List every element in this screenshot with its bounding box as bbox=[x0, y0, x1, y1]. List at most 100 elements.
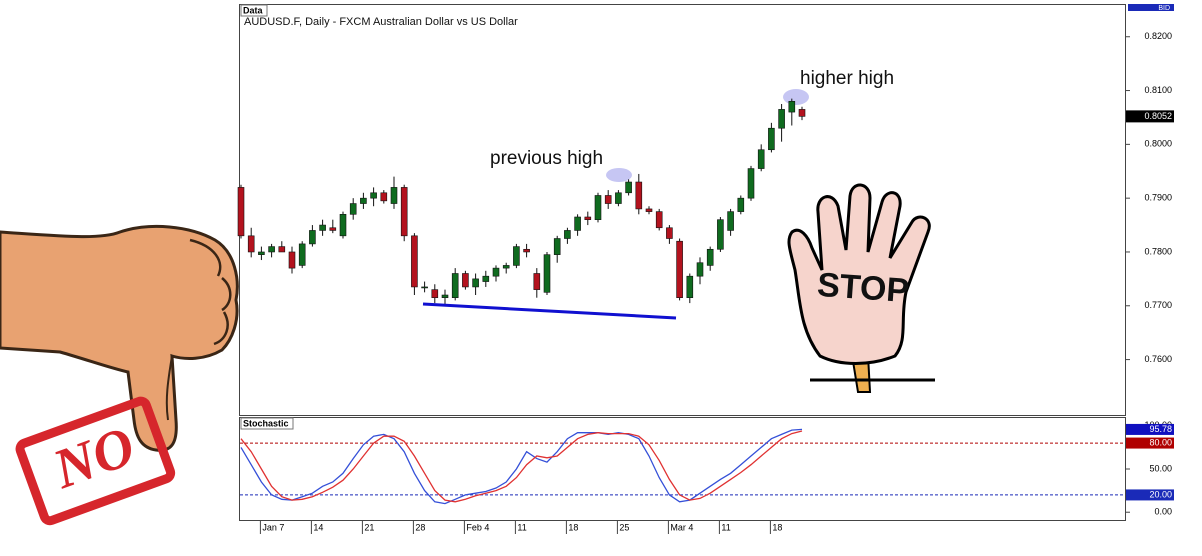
x-tick-label: Mar 4 bbox=[670, 522, 693, 532]
level-label: 20.00 bbox=[1149, 489, 1172, 499]
last-price-box bbox=[1126, 110, 1174, 123]
x-tick-label: 11 bbox=[517, 522, 526, 532]
x-tick-label: 25 bbox=[619, 522, 629, 532]
candle-body bbox=[472, 278, 479, 288]
y-tick-label: 0.7600 bbox=[1144, 354, 1172, 364]
candle-body bbox=[339, 214, 347, 237]
x-tick-label: 28 bbox=[415, 522, 425, 532]
no-stamp: NO bbox=[15, 396, 176, 526]
candle-body bbox=[604, 195, 612, 204]
last-value-box bbox=[1126, 423, 1174, 435]
candle-body bbox=[574, 216, 581, 231]
candle-body bbox=[778, 109, 785, 129]
candles bbox=[237, 98, 806, 306]
x-tick-label: 18 bbox=[772, 522, 782, 532]
candle-body bbox=[523, 248, 530, 253]
stop-hand-illustration: STOP bbox=[787, 183, 935, 393]
x-tick-label: 11 bbox=[721, 522, 730, 532]
price-panel bbox=[239, 4, 1126, 416]
candle-body bbox=[768, 127, 775, 151]
candle-body bbox=[696, 262, 704, 277]
candle-body bbox=[431, 289, 439, 299]
bid-label: BID bbox=[1158, 5, 1170, 12]
last-value-label: 95.78 bbox=[1149, 424, 1172, 434]
candle-body bbox=[298, 243, 306, 266]
candle-body bbox=[421, 286, 428, 289]
y-tick-label: 0.00 bbox=[1154, 507, 1172, 517]
y-tick-label: 0.7900 bbox=[1144, 193, 1172, 203]
stochastic-line bbox=[240, 430, 803, 503]
candle-body bbox=[666, 227, 673, 239]
y-tick-label: 50.00 bbox=[1149, 463, 1172, 473]
candle-body bbox=[278, 246, 286, 253]
y-tick-label: 0.8000 bbox=[1144, 139, 1172, 149]
stochastic-panel bbox=[239, 417, 1126, 521]
candle-body bbox=[625, 181, 632, 194]
level-label: 80.00 bbox=[1149, 437, 1172, 447]
candle-body bbox=[533, 273, 541, 290]
candle-body bbox=[798, 109, 806, 117]
candle-body bbox=[513, 246, 520, 266]
highlight bbox=[783, 89, 809, 105]
candle-body bbox=[288, 251, 296, 269]
candle-body bbox=[594, 195, 602, 220]
level-box bbox=[1126, 437, 1174, 449]
highlight bbox=[606, 168, 632, 182]
stop-text: STOP bbox=[816, 266, 910, 310]
candle-body bbox=[400, 187, 408, 237]
candle-body bbox=[482, 275, 490, 282]
candle-body bbox=[360, 197, 367, 204]
annotation: previous high bbox=[490, 148, 603, 169]
panel-label-box bbox=[240, 4, 268, 17]
candle-body bbox=[717, 219, 724, 250]
candle-body bbox=[349, 203, 357, 215]
candle-body bbox=[258, 251, 265, 255]
candle-body bbox=[655, 211, 663, 229]
y-tick-label: 0.8200 bbox=[1144, 31, 1172, 41]
y-tick-label: 0.7800 bbox=[1144, 246, 1172, 256]
candle-body bbox=[441, 294, 449, 299]
y-tick-label: 0.7700 bbox=[1144, 300, 1172, 310]
candle-body bbox=[757, 149, 765, 169]
candle-body bbox=[553, 238, 561, 255]
x-tick-label: 21 bbox=[364, 522, 374, 532]
panel-label: Data bbox=[243, 5, 264, 15]
candle-body bbox=[584, 216, 592, 220]
candle-body bbox=[747, 168, 755, 199]
candle-body bbox=[645, 208, 653, 212]
candle-body bbox=[676, 240, 683, 299]
x-tick-label: 14 bbox=[313, 522, 323, 532]
chart-title: AUDUSD.F, Daily - FXCM Australian Dollar… bbox=[244, 16, 518, 28]
bid-box bbox=[1128, 4, 1174, 11]
level-box bbox=[1126, 489, 1174, 501]
stochastic-label: Stochastic bbox=[243, 418, 289, 428]
x-tick-label: Jan 7 bbox=[262, 522, 284, 532]
candle-body bbox=[237, 187, 245, 237]
thumbs-down-illustration bbox=[0, 224, 239, 452]
candle-body bbox=[737, 197, 745, 212]
candle-body bbox=[319, 224, 326, 231]
candle-body bbox=[411, 235, 418, 288]
x-tick-label: 18 bbox=[568, 522, 578, 532]
candle-body bbox=[462, 273, 469, 288]
candle-body bbox=[564, 230, 571, 239]
candle-body bbox=[686, 275, 694, 299]
last-price-label: 0.8052 bbox=[1144, 111, 1172, 121]
candle-body bbox=[706, 248, 714, 266]
annotation: higher high bbox=[800, 68, 894, 89]
candle-body bbox=[309, 230, 316, 245]
stochastic-line bbox=[240, 428, 803, 505]
support-line bbox=[422, 302, 677, 320]
y-tick-label: 0.8100 bbox=[1144, 85, 1172, 95]
candle-body bbox=[502, 265, 510, 269]
candle-body bbox=[615, 192, 622, 204]
candle-body bbox=[635, 181, 643, 210]
candle-body bbox=[370, 192, 377, 199]
candle-body bbox=[247, 235, 255, 253]
candle-body bbox=[788, 101, 796, 113]
candle-body bbox=[451, 273, 459, 299]
candle-body bbox=[727, 211, 734, 231]
candle-body bbox=[329, 227, 337, 231]
